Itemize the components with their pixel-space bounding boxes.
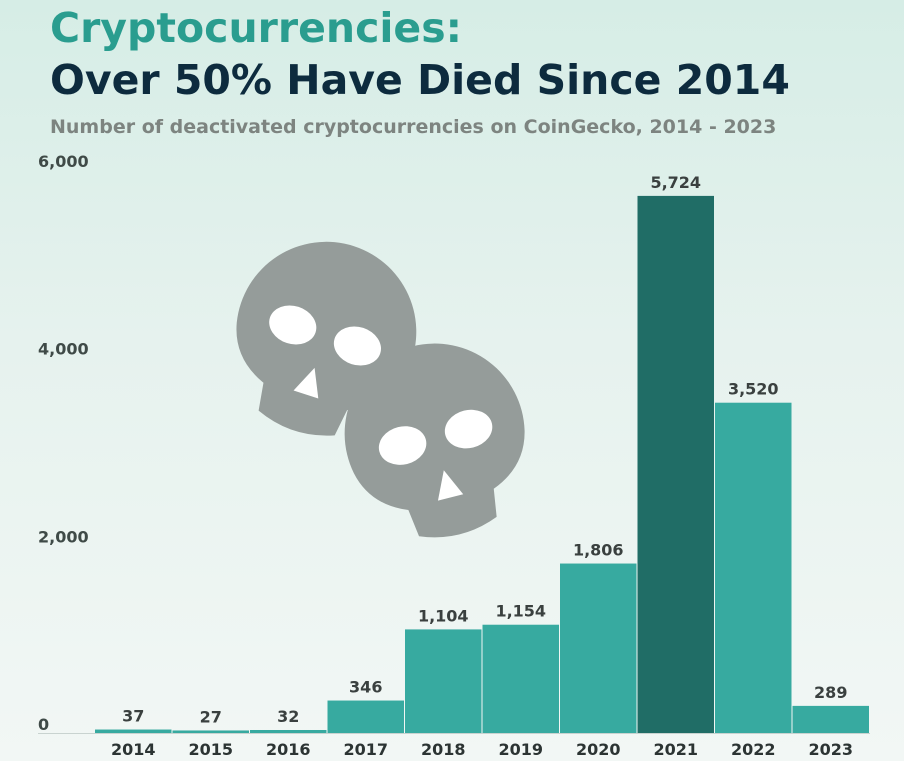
bar-2018 bbox=[405, 629, 482, 733]
x-tick-label-2016: 2016 bbox=[266, 740, 311, 759]
bar-2014 bbox=[95, 729, 172, 733]
x-tick-label-2014: 2014 bbox=[111, 740, 156, 759]
bar-2022 bbox=[715, 402, 792, 733]
data-label-2023: 289 bbox=[814, 683, 847, 702]
bar-2021 bbox=[637, 195, 714, 733]
x-tick-label-2021: 2021 bbox=[653, 740, 698, 759]
bar-2015 bbox=[172, 730, 249, 733]
x-tick-label-2023: 2023 bbox=[808, 740, 853, 759]
x-tick-label-2015: 2015 bbox=[188, 740, 233, 759]
y-tick-label: 6,000 bbox=[38, 152, 89, 171]
data-label-2022: 3,520 bbox=[728, 380, 779, 399]
y-tick-label: 2,000 bbox=[38, 527, 89, 546]
data-labels: 37 27 32 346 1,104 1,154 1,806 5,724 3,520 289 bbox=[122, 173, 847, 727]
x-tick-label-2022: 2022 bbox=[731, 740, 776, 759]
bar-2020 bbox=[560, 563, 637, 733]
data-label-2021: 5,724 bbox=[650, 173, 701, 192]
bar-2019 bbox=[482, 624, 559, 733]
bar-2017 bbox=[327, 700, 404, 733]
x-tick-label-2017: 2017 bbox=[343, 740, 388, 759]
data-label-2017: 346 bbox=[349, 678, 382, 697]
data-label-2020: 1,806 bbox=[573, 541, 624, 560]
x-axis: 2014 2015 2016 2017 2018 2019 2020 2021 2022 2023 bbox=[111, 740, 853, 759]
chart-title-line1: Cryptocurrencies: bbox=[50, 4, 463, 52]
y-tick-label: 4,000 bbox=[38, 340, 89, 359]
bar-series bbox=[95, 195, 869, 733]
y-axis: 0 2,000 4,000 6,000 bbox=[38, 152, 89, 734]
x-tick-label-2020: 2020 bbox=[576, 740, 621, 759]
data-label-2018: 1,104 bbox=[418, 606, 469, 625]
y-tick-label: 0 bbox=[38, 715, 49, 734]
data-label-2016: 32 bbox=[277, 707, 299, 726]
data-label-2019: 1,154 bbox=[495, 602, 546, 621]
bar-2016 bbox=[250, 729, 327, 733]
data-label-2015: 27 bbox=[200, 707, 222, 726]
x-tick-label-2019: 2019 bbox=[498, 740, 543, 759]
bar-2023 bbox=[792, 705, 869, 733]
skull-icon bbox=[344, 343, 525, 538]
chart-title-line2: Over 50% Have Died Since 2014 bbox=[50, 56, 790, 104]
x-tick-label-2018: 2018 bbox=[421, 740, 466, 759]
data-label-2014: 37 bbox=[122, 707, 144, 726]
chart-subtitle: Number of deactivated cryptocurrencies o… bbox=[50, 116, 777, 138]
